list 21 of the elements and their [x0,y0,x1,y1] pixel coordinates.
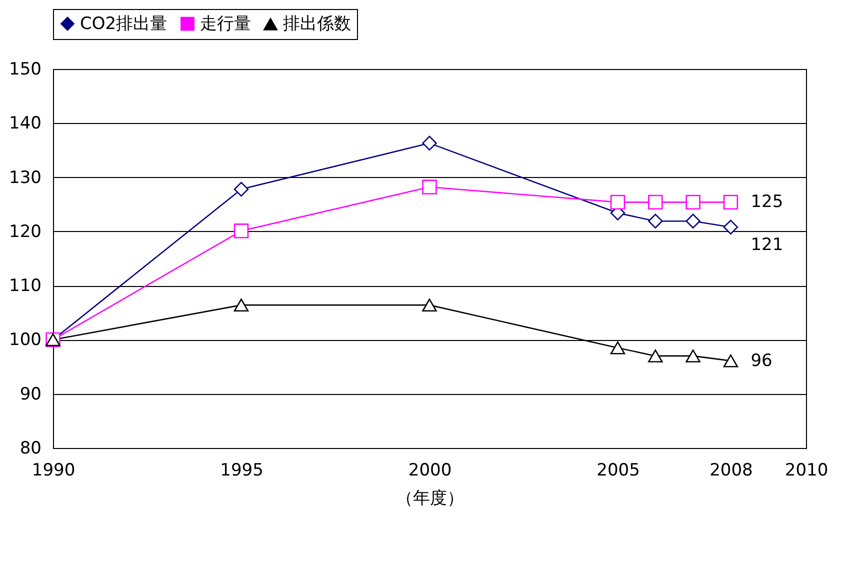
y-tick-label: 130 [9,168,42,188]
x-tick-label: 1995 [220,460,264,480]
legend-label: 排出係数 [283,14,351,34]
legend-label: CO2排出量 [80,14,168,34]
y-tick-label: 110 [9,276,42,296]
data-label: 96 [750,350,772,371]
y-tick-label: 100 [9,330,42,350]
x-tick-label: 1990 [32,460,76,480]
data-label: 125 [750,192,784,212]
x-tick-label: 2000 [408,460,452,480]
y-tick-label: 150 [9,60,42,80]
x-axis-title: （年度） [396,488,464,508]
x-tick-label: 2005 [596,460,640,480]
y-tick-label: 120 [9,222,42,242]
x-tick-label: 2010 [784,460,828,480]
y-tick-label: 140 [9,114,42,134]
legend-label: 走行量 [200,14,251,34]
data-label: 121 [750,235,784,256]
y-tick-label: 90 [20,384,42,404]
y-tick-label: 80 [20,438,42,458]
x-tick-label: 2008 [710,460,753,480]
